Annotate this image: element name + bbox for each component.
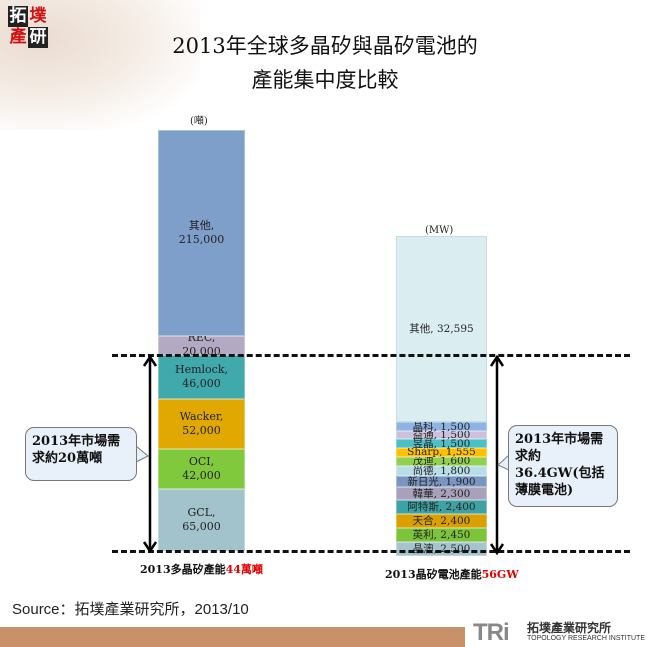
bar-segment-新日光: 新日光, 1,900	[396, 475, 487, 488]
bar-segment-英利: 英利, 2,450	[396, 527, 487, 542]
caption-highlight: 56GW	[481, 568, 519, 581]
data-label: GCL, 65,000	[182, 505, 221, 533]
data-label: 阿特斯, 2,400	[407, 501, 476, 514]
chart-title-line1: 2013年全球多晶矽與晶矽電池的	[172, 34, 478, 58]
tri-name-zh: 拓墣產業研究所	[527, 621, 612, 635]
data-label: 天合, 2,400	[412, 514, 471, 527]
tri-name-en: TOPOLOGY RESEARCH INSTITUTE	[527, 635, 645, 642]
baseline-dashed	[112, 550, 630, 553]
callout-pointer-right	[497, 454, 510, 471]
right-double-arrow	[489, 354, 505, 556]
bar-segment-天合: 天合, 2,400	[396, 514, 487, 528]
chart-title-line2: 產能集中度比較	[251, 68, 399, 92]
left-double-arrow	[142, 354, 158, 554]
tri-brand: TRi	[473, 619, 510, 646]
bar-segment-Wacker: Wacker, 52,000	[158, 398, 245, 449]
demand-callout-polysilicon: 2013年市場需求約20萬噸	[25, 427, 137, 481]
data-label: Hemlock, 46,000	[175, 362, 228, 390]
data-label: 韓華, 2,300	[412, 487, 471, 500]
logo-char: 研	[28, 27, 48, 48]
data-label: 晶澳, 2,500	[412, 542, 471, 555]
demand-callout-cell: 2013年市場需求約36.4GW(包括薄膜電池)	[508, 425, 618, 507]
bar-segment-其他: 其他, 215,000	[158, 130, 245, 336]
bar-segment-Sharp: Sharp, 1,555	[396, 446, 487, 459]
logo-char: 產	[9, 27, 27, 47]
bar-segment-其他: 其他, 32,595	[396, 236, 487, 423]
data-label: 茂迪, 1,600	[412, 455, 471, 468]
footer-logo: TRi 拓墣產業研究所 TOPOLOGY RESEARCH INSTITUTE	[465, 617, 650, 647]
bar-segment-阿特斯: 阿特斯, 2,400	[396, 500, 487, 514]
logo-char: 墣	[29, 6, 47, 26]
data-label: 尚德, 1,800	[412, 465, 471, 478]
logo-char: 拓	[8, 6, 28, 27]
logo: 拓墣產研	[8, 6, 50, 50]
data-label: Wacker, 52,000	[179, 409, 224, 437]
data-label: 晶科, 1,500	[412, 420, 471, 433]
unit-label-left: (噸)	[190, 116, 208, 127]
map-background	[0, 0, 200, 130]
bar-segment-Hemlock: Hemlock, 46,000	[158, 354, 245, 399]
bar-segment-益通: 益通, 1,500	[396, 429, 487, 442]
caption-text: 2013晶矽電池產能	[385, 568, 482, 581]
bar-segment-晶科: 晶科, 1,500	[396, 420, 487, 433]
data-label: 其他, 215,000	[178, 218, 225, 246]
source-note: Source：拓墣產業研究所，2013/10	[12, 601, 249, 618]
bar-segment-尚德: 尚德, 1,800	[396, 466, 487, 476]
data-label: OCI, 42,000	[182, 454, 221, 482]
callout-pointer-left	[135, 445, 149, 463]
caption-highlight: 44萬噸	[225, 563, 263, 576]
data-label: 英利, 2,450	[412, 528, 471, 541]
caption-polysilicon: 2013多晶矽產能44萬噸	[140, 561, 263, 577]
bar-segment-韓華: 韓華, 2,300	[396, 487, 487, 501]
bar-segment-昱晶: 昱晶, 1,500	[396, 437, 487, 450]
data-label: Sharp, 1,555	[407, 446, 476, 459]
bar-segment-OCI: OCI, 42,000	[158, 448, 245, 489]
bar-segment-GCL: GCL, 65,000	[158, 488, 245, 551]
demand-line-top	[112, 354, 630, 357]
data-label: 新日光, 1,900	[407, 475, 476, 488]
data-label: 益通, 1,500	[412, 429, 471, 442]
data-label: 昱晶, 1,500	[412, 437, 471, 450]
unit-label-right: (MW)	[425, 225, 454, 236]
bar-segment-茂迪: 茂迪, 1,600	[396, 455, 487, 468]
caption-text: 2013多晶矽產能	[140, 563, 226, 576]
caption-cell: 2013晶矽電池產能56GW	[385, 566, 519, 582]
data-label: 其他, 32,595	[409, 323, 474, 336]
